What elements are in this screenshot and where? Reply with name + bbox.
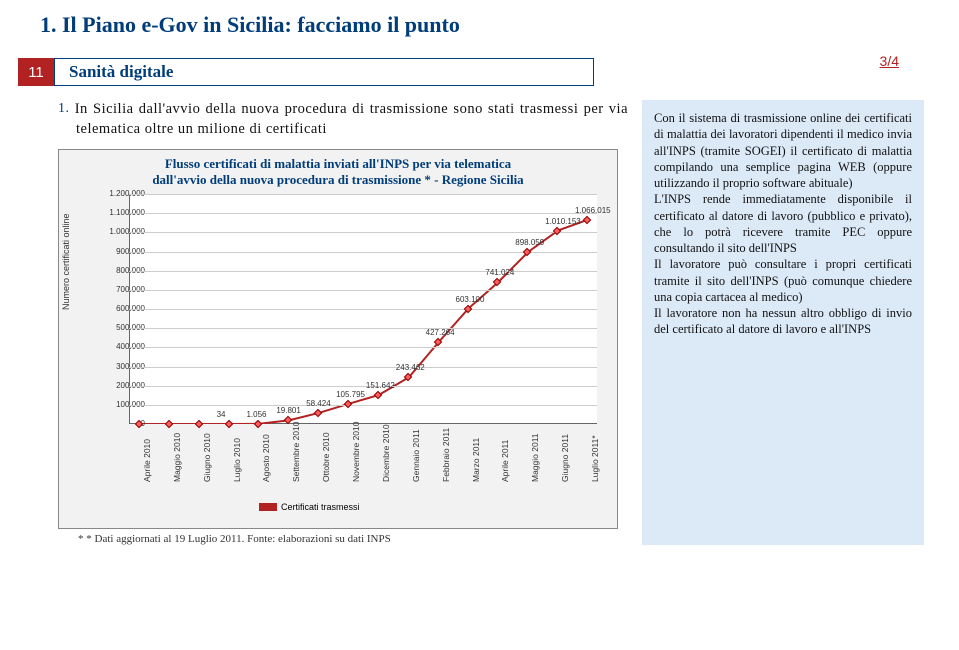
x-tick-label: Luglio 2010 (232, 438, 242, 482)
page-number-badge: 11 (18, 58, 54, 86)
section-label: Sanità digitale (54, 58, 594, 86)
side-panel-paragraph: Il lavoratore non ha nessun altro obblig… (654, 305, 912, 338)
x-tick-label: Ottobre 2010 (321, 433, 331, 483)
data-point-label: 1.056 (246, 410, 266, 419)
data-point-label: 58.424 (306, 399, 330, 408)
data-point-label: 898.059 (515, 238, 544, 247)
side-panel-paragraph: Con il sistema di trasmissione online de… (654, 110, 912, 191)
page-title: 1. Il Piano e-Gov in Sicilia: facciamo i… (0, 0, 959, 48)
data-point-label: 19.801 (276, 406, 300, 415)
x-tick-label: Marzo 2011 (471, 438, 481, 482)
gridline (129, 347, 597, 348)
gridline (129, 290, 597, 291)
data-point-label: 427.264 (426, 328, 455, 337)
content-row: 1. In Sicilia dall'avvio della nuova pro… (58, 100, 928, 545)
gridline (129, 367, 597, 368)
gridline (129, 271, 597, 272)
page-fraction: 3/4 (880, 53, 899, 69)
data-point-label: 243.462 (396, 363, 425, 372)
x-tick-label: Aprile 2010 (142, 439, 152, 482)
intro-number: 1. (58, 101, 70, 116)
data-point-label: 603.100 (456, 295, 485, 304)
side-panel-paragraph: Il lavoratore può consultare i propri ce… (654, 256, 912, 305)
side-panel-paragraph: L'INPS rende immediatamente disponibile … (654, 191, 912, 256)
gridline (129, 194, 597, 195)
x-tick-label: Settembre 2010 (291, 422, 301, 482)
chart-title-line1: Flusso certificati di malattia inviati a… (165, 156, 511, 171)
x-tick-label: Dicembre 2010 (381, 424, 391, 482)
y-axis-label: Numero certificati online (61, 214, 71, 311)
data-point-label: 1.010.153 (545, 217, 581, 226)
x-tick-label: Luglio 2011* (590, 435, 600, 482)
x-tick-label: Aprile 2011 (500, 440, 510, 482)
data-point-label: 1.066.015 (575, 206, 611, 215)
gridline (129, 309, 597, 310)
x-tick-label: Agosto 2010 (261, 434, 271, 482)
chart-legend: Certificati trasmessi (259, 502, 360, 512)
data-point-label: 151.642 (366, 381, 395, 390)
x-tick-label: Maggio 2011 (530, 434, 540, 483)
x-tick-label: Novembre 2010 (351, 422, 361, 482)
chart-title-line2: dall'avvio della nuova procedura di tras… (152, 172, 523, 187)
gridline (129, 386, 597, 387)
data-point-label: 105.795 (336, 390, 365, 399)
x-tick-label: Giugno 2010 (202, 433, 212, 482)
chart-title: Flusso certificati di malattia inviati a… (65, 156, 611, 187)
side-panel: Con il sistema di trasmissione online de… (642, 100, 924, 545)
left-column: 1. In Sicilia dall'avvio della nuova pro… (58, 100, 628, 545)
chart-footnote: * * Dati aggiornati al 19 Luglio 2011. F… (58, 533, 628, 545)
gridline (129, 213, 597, 214)
x-tick-label: Maggio 2010 (172, 433, 182, 482)
x-tick-label: Febbraio 2011 (441, 428, 451, 482)
intro-body: In Sicilia dall'avvio della nuova proced… (75, 101, 628, 137)
x-tick-label: Giugno 2011 (560, 434, 570, 482)
legend-swatch (259, 503, 277, 511)
data-point-label: 34 (217, 410, 226, 419)
data-point-label: 741.024 (485, 268, 514, 277)
chart-container: Flusso certificati di malattia inviati a… (58, 149, 618, 529)
gridline (129, 405, 597, 406)
gridline (129, 328, 597, 329)
intro-paragraph: 1. In Sicilia dall'avvio della nuova pro… (58, 100, 628, 139)
x-tick-label: Gennaio 2011 (411, 429, 421, 482)
gridline (129, 232, 597, 233)
legend-label: Certificati trasmessi (281, 502, 360, 512)
